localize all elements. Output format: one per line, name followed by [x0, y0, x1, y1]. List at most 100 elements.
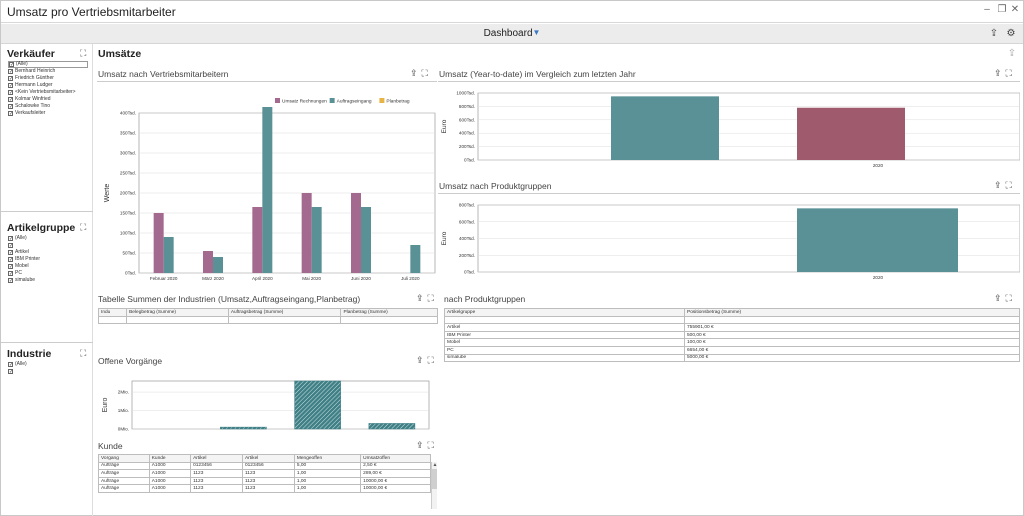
table-row[interactable]: Aufträge A1000 0123456 0123456 5,00 2,50 € — [98, 461, 431, 471]
chart-actions[interactable]: ⇪⛶ — [416, 355, 438, 366]
filter-item[interactable]: ✓ Mobel — [8, 263, 88, 270]
filter-item[interactable]: ✓ (Alle) — [8, 235, 88, 242]
column-header[interactable]: Umsatzoffen — [360, 454, 431, 463]
column-header[interactable]: Artikel — [190, 454, 243, 463]
table-row[interactable]: Mobel 100,00 € — [444, 338, 1020, 347]
chart-actions[interactable]: ⇪⛶ — [994, 180, 1016, 191]
column-header[interactable]: Planbetrag (Summe) — [340, 308, 438, 317]
table-row[interactable] — [444, 315, 1020, 325]
column-header[interactable]: Indu — [97, 308, 128, 317]
filter-item[interactable]: ✓ Schalowke Tino — [8, 103, 88, 110]
customer-table-viewport[interactable]: Vorgang Kunde Artikel Artikel Mengeoffen Umsa… — [98, 454, 438, 509]
table-row[interactable]: Aufträge A1000 1123 1123 1,00 289,00 € — [98, 469, 431, 478]
checkbox[interactable]: ✓ — [8, 264, 14, 270]
table-row[interactable]: PC 6654,00 € — [444, 345, 1020, 355]
filter-item[interactable]: ✓ PC — [8, 270, 88, 277]
table-row[interactable]: IBM Printer 500,00 € — [444, 330, 1020, 340]
column-header[interactable]: Belegbetrag (Summe) — [126, 308, 229, 317]
filter-item[interactable]: ✓ IBM Printer — [8, 256, 88, 263]
checkbox[interactable]: ✓ — [8, 97, 14, 103]
column-header[interactable]: Positionsbetrag (Summe) — [684, 308, 1020, 317]
table-scrollbar[interactable]: ▲ — [431, 462, 437, 509]
checkbox[interactable]: ✓ — [8, 362, 14, 368]
expand-icon[interactable]: ⛶ — [427, 440, 438, 450]
table-row[interactable]: Artikel 755901,00 € — [444, 323, 1020, 332]
restore-icon[interactable]: ❐ — [997, 4, 1007, 15]
checkbox[interactable]: ✓ — [8, 76, 14, 82]
chart-actions[interactable]: ⇪⛶ — [994, 68, 1016, 79]
checkbox[interactable]: ✓ — [8, 257, 14, 263]
x-tick-label: März 2020 — [202, 276, 224, 281]
filter-item[interactable]: ✓ Hermann Ludger — [8, 82, 88, 89]
checkbox[interactable]: ✓ — [8, 111, 14, 117]
checkbox[interactable]: ✓ — [8, 83, 14, 89]
column-header[interactable]: Auftragsbetrag (Summe) — [227, 308, 342, 317]
filter-item[interactable]: ✓ Bernhard Heinrich — [8, 68, 88, 75]
expand-icon[interactable]: ⛶ — [1005, 68, 1016, 78]
filter-item[interactable]: ✓ (Alle) — [8, 361, 88, 368]
expand-icon[interactable]: ⛶ — [80, 222, 87, 232]
scroll-up-icon[interactable]: ▲ — [432, 462, 438, 468]
filter-item-label: Friedrich Günther — [15, 75, 54, 82]
filter-item[interactable]: ✓ (Alle) — [8, 61, 88, 68]
filter-item[interactable]: ✓ <Kein Vertriebsmitarbeiter> — [8, 89, 88, 96]
export-icon[interactable]: ⇪ — [416, 355, 428, 365]
column-header[interactable]: Mengeoffen — [293, 454, 362, 463]
checkbox[interactable]: ✓ — [8, 236, 14, 242]
expand-icon[interactable]: ⛶ — [427, 355, 438, 365]
filter-item[interactable]: ✓ Friedrich Günther — [8, 75, 88, 82]
expand-icon[interactable]: ⛶ — [427, 293, 438, 303]
expand-icon[interactable]: ⛶ — [1005, 180, 1016, 190]
expand-icon[interactable]: ⛶ — [1005, 293, 1016, 303]
column-header[interactable]: Vorgang — [98, 454, 150, 463]
filter-item-label: Mobel — [15, 263, 29, 270]
checkbox[interactable]: ✓ — [9, 62, 15, 68]
filter-item[interactable]: ✓ Kolmar Winfried — [8, 96, 88, 103]
export-icon[interactable]: ⇪ — [994, 293, 1006, 303]
chart-actions[interactable]: ⇪⛶ — [410, 68, 432, 79]
column-header[interactable]: Kunde — [148, 454, 192, 463]
table-row[interactable]: Aufträge A1000 1123 1123 1,00 10000,00 € — [98, 476, 431, 486]
export-icon[interactable]: ⇪ — [410, 68, 422, 78]
table-row[interactable] — [97, 315, 438, 325]
table-row[interactable]: simalube 5000,00 € — [444, 353, 1020, 363]
export-icon[interactable]: ⇪ — [994, 180, 1006, 190]
export-icon[interactable]: ⇪ — [1007, 48, 1017, 59]
checkbox[interactable]: ✓ — [8, 104, 14, 110]
filter-item[interactable]: ✓ Artikel — [8, 249, 88, 256]
checkbox[interactable]: ✓ — [8, 69, 14, 75]
column-header[interactable]: Artikel — [241, 454, 295, 463]
legend-label: Auftragseingang — [337, 99, 372, 105]
expand-icon[interactable]: ⛶ — [421, 68, 432, 78]
export-icon[interactable]: ⇪ — [989, 28, 999, 39]
filter-icon[interactable]: ▼ — [532, 28, 541, 37]
checkbox[interactable]: ✓ — [8, 250, 14, 256]
table-row[interactable]: Aufträge A1000 1123 1123 1,00 10000,00 € — [98, 484, 431, 493]
checkbox[interactable]: ✓ — [8, 369, 14, 375]
filter-item[interactable]: ✓ simalube — [8, 277, 88, 284]
table-actions[interactable]: ⇪⛶ — [416, 293, 438, 304]
column-header[interactable]: Artikelgruppe — [444, 308, 685, 317]
bar — [153, 213, 164, 273]
table-actions[interactable]: ⇪⛶ — [416, 440, 438, 451]
minimize-icon[interactable]: – — [984, 4, 990, 15]
filter-item[interactable]: ✓ — [8, 242, 88, 249]
expand-icon[interactable]: ⛶ — [80, 48, 87, 58]
checkbox[interactable]: ✓ — [8, 90, 14, 96]
table-cell: Artikel — [444, 323, 685, 332]
industry-filter-title: Industrie — [7, 348, 52, 360]
close-icon[interactable]: ✕ — [1010, 4, 1020, 15]
checkbox[interactable]: ✓ — [8, 278, 14, 284]
export-icon[interactable]: ⇪ — [416, 293, 428, 303]
filter-item[interactable]: ✓ — [8, 368, 88, 375]
checkbox[interactable]: ✓ — [8, 271, 14, 277]
filter-item-label: (Alle) — [15, 361, 27, 368]
expand-icon[interactable]: ⛶ — [80, 348, 87, 358]
export-icon[interactable]: ⇪ — [416, 440, 428, 450]
export-icon[interactable]: ⇪ — [994, 68, 1006, 78]
filter-item[interactable]: ✓ Verkaufsleiter — [8, 110, 88, 117]
table-actions[interactable]: ⇪⛶ — [994, 293, 1016, 304]
scroll-thumb[interactable] — [432, 469, 437, 489]
checkbox[interactable]: ✓ — [8, 243, 14, 249]
options-icon[interactable]: ⚙ — [1006, 28, 1016, 39]
